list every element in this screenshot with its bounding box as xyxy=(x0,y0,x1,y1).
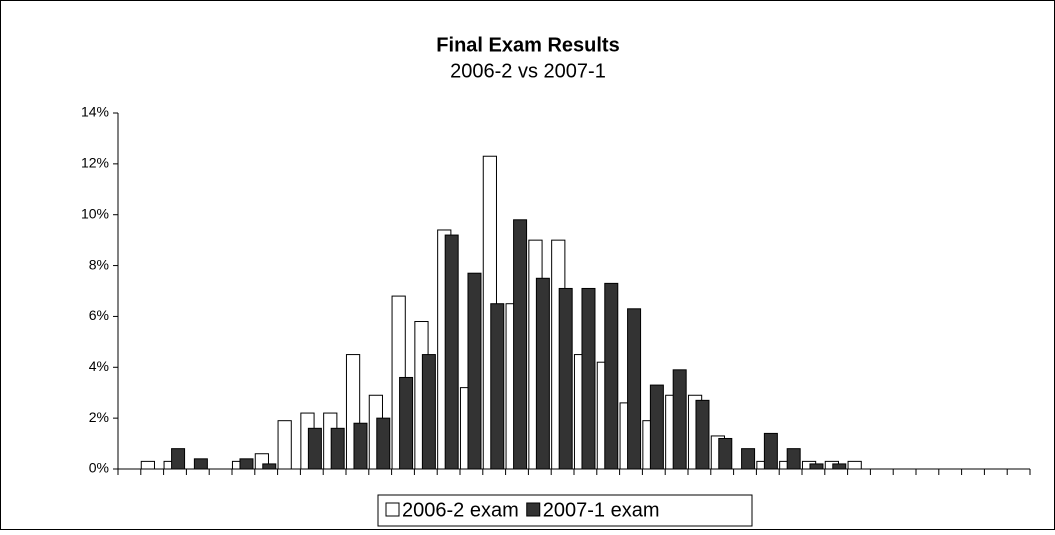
bar xyxy=(695,399,710,470)
bar xyxy=(832,463,847,470)
bar xyxy=(262,463,277,470)
y-tick-label: 0% xyxy=(89,460,109,476)
chart-title: Final Exam Results xyxy=(436,34,619,56)
bar xyxy=(513,219,528,470)
bar xyxy=(535,277,550,470)
y-tick-label: 8% xyxy=(89,256,109,272)
bar xyxy=(627,308,642,470)
bar xyxy=(558,287,573,470)
bar xyxy=(421,354,436,470)
y-tick-label: 10% xyxy=(81,205,109,221)
bar xyxy=(277,420,292,470)
bar xyxy=(490,303,505,470)
bar xyxy=(741,448,756,470)
bar xyxy=(140,460,155,470)
bar xyxy=(376,417,391,470)
bar xyxy=(809,463,824,470)
legend-swatch xyxy=(526,502,541,517)
y-tick-label: 14% xyxy=(81,104,109,120)
bar xyxy=(604,282,619,470)
bar xyxy=(444,234,459,470)
bar xyxy=(353,422,368,470)
bar xyxy=(399,376,414,470)
y-tick-label: 2% xyxy=(89,409,109,425)
y-tick-label: 6% xyxy=(89,307,109,323)
bar xyxy=(649,384,664,470)
bar xyxy=(193,458,208,470)
legend-label: 2007-1 exam xyxy=(543,499,660,521)
legend-box xyxy=(377,494,753,527)
y-tick-label: 12% xyxy=(81,155,109,171)
bar xyxy=(581,287,596,470)
y-tick-label: 4% xyxy=(89,358,109,374)
bar xyxy=(672,369,687,470)
bar xyxy=(718,437,733,470)
bar xyxy=(786,448,801,470)
bar xyxy=(330,427,345,470)
bar xyxy=(307,427,322,470)
bar xyxy=(847,460,862,470)
bar xyxy=(239,458,254,470)
chart-subtitle: 2006-2 vs 2007-1 xyxy=(450,60,606,82)
legend-label: 2006-2 exam xyxy=(402,499,519,521)
bar xyxy=(763,432,778,470)
bar xyxy=(171,448,186,470)
bar xyxy=(467,272,482,470)
legend-swatch xyxy=(385,502,400,517)
